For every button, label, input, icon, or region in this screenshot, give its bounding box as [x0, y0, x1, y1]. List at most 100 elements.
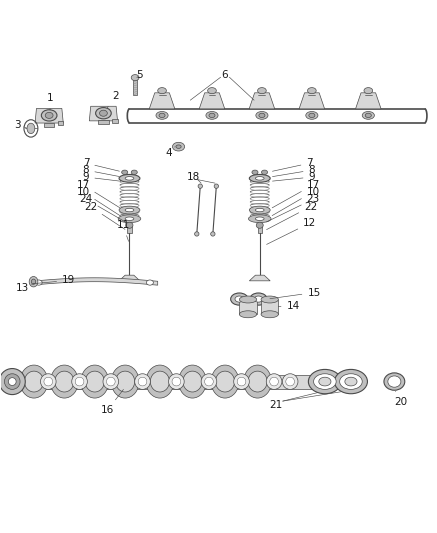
Ellipse shape — [126, 222, 133, 228]
Ellipse shape — [131, 75, 139, 80]
Ellipse shape — [201, 374, 217, 390]
Ellipse shape — [334, 369, 368, 394]
Text: 8: 8 — [83, 165, 119, 176]
Ellipse shape — [156, 111, 168, 119]
Text: 11: 11 — [116, 220, 130, 241]
Ellipse shape — [85, 371, 104, 392]
Polygon shape — [31, 278, 158, 285]
Text: 17: 17 — [272, 180, 320, 208]
Text: 14: 14 — [278, 301, 300, 311]
Ellipse shape — [8, 378, 16, 385]
Text: 7: 7 — [272, 158, 313, 171]
Ellipse shape — [208, 87, 216, 94]
Bar — [239, 300, 257, 314]
Ellipse shape — [41, 374, 56, 390]
Ellipse shape — [388, 376, 401, 387]
Text: 19: 19 — [34, 276, 75, 285]
Ellipse shape — [364, 87, 373, 94]
Ellipse shape — [24, 371, 44, 392]
Polygon shape — [250, 275, 270, 281]
Ellipse shape — [282, 374, 298, 390]
Ellipse shape — [131, 170, 137, 174]
Ellipse shape — [256, 111, 268, 119]
Ellipse shape — [35, 280, 42, 285]
Ellipse shape — [169, 374, 184, 390]
Ellipse shape — [27, 123, 35, 134]
Ellipse shape — [261, 170, 267, 174]
Ellipse shape — [234, 374, 250, 390]
Ellipse shape — [42, 110, 57, 121]
Bar — [98, 120, 109, 124]
Polygon shape — [249, 93, 275, 109]
Bar — [127, 226, 132, 233]
Ellipse shape — [55, 371, 74, 392]
Ellipse shape — [308, 87, 316, 94]
Ellipse shape — [111, 365, 139, 398]
Text: 6: 6 — [222, 70, 228, 79]
Ellipse shape — [362, 111, 375, 119]
Text: 16: 16 — [101, 390, 123, 415]
Text: 1: 1 — [47, 93, 53, 110]
Ellipse shape — [309, 369, 341, 394]
Ellipse shape — [81, 365, 109, 398]
Ellipse shape — [158, 87, 166, 94]
Ellipse shape — [146, 365, 174, 398]
Ellipse shape — [211, 232, 215, 236]
Ellipse shape — [259, 113, 265, 118]
Ellipse shape — [72, 374, 87, 390]
Bar — [12, 375, 314, 389]
Ellipse shape — [138, 377, 147, 386]
Ellipse shape — [29, 277, 38, 287]
Ellipse shape — [176, 145, 181, 148]
Ellipse shape — [248, 371, 267, 392]
Text: 7: 7 — [83, 158, 119, 171]
Ellipse shape — [125, 176, 134, 180]
Ellipse shape — [250, 206, 270, 214]
Ellipse shape — [384, 373, 405, 390]
Text: 21: 21 — [269, 400, 282, 409]
Text: 23: 23 — [267, 194, 320, 222]
Text: 15: 15 — [270, 287, 321, 298]
Ellipse shape — [257, 87, 266, 94]
Bar — [261, 300, 278, 314]
Bar — [133, 78, 137, 95]
Polygon shape — [58, 121, 63, 125]
Ellipse shape — [256, 222, 263, 228]
Text: 17: 17 — [76, 180, 120, 208]
Ellipse shape — [306, 111, 318, 119]
Ellipse shape — [209, 113, 215, 118]
Text: 10: 10 — [76, 187, 120, 215]
Ellipse shape — [20, 365, 48, 398]
Ellipse shape — [244, 365, 271, 398]
Ellipse shape — [314, 374, 336, 390]
Ellipse shape — [125, 217, 134, 221]
Ellipse shape — [121, 170, 128, 174]
Bar — [44, 123, 54, 126]
Polygon shape — [356, 93, 381, 109]
Text: 9: 9 — [273, 172, 315, 182]
Ellipse shape — [250, 174, 270, 182]
Polygon shape — [199, 93, 225, 109]
Ellipse shape — [239, 296, 257, 303]
Ellipse shape — [249, 215, 271, 223]
Ellipse shape — [146, 280, 153, 285]
Ellipse shape — [75, 377, 84, 386]
Ellipse shape — [319, 377, 331, 386]
Polygon shape — [89, 106, 118, 121]
Text: 8: 8 — [273, 165, 315, 176]
Ellipse shape — [255, 217, 264, 221]
Text: 12: 12 — [267, 218, 316, 245]
Ellipse shape — [4, 374, 20, 390]
Ellipse shape — [261, 311, 278, 318]
Ellipse shape — [261, 296, 278, 303]
Ellipse shape — [211, 365, 239, 398]
Ellipse shape — [250, 293, 267, 305]
Ellipse shape — [45, 112, 53, 118]
Ellipse shape — [194, 232, 199, 236]
Ellipse shape — [340, 374, 362, 390]
Bar — [239, 296, 258, 302]
Text: 10: 10 — [272, 187, 320, 216]
Ellipse shape — [119, 206, 140, 214]
Ellipse shape — [237, 377, 246, 386]
Ellipse shape — [0, 368, 25, 394]
